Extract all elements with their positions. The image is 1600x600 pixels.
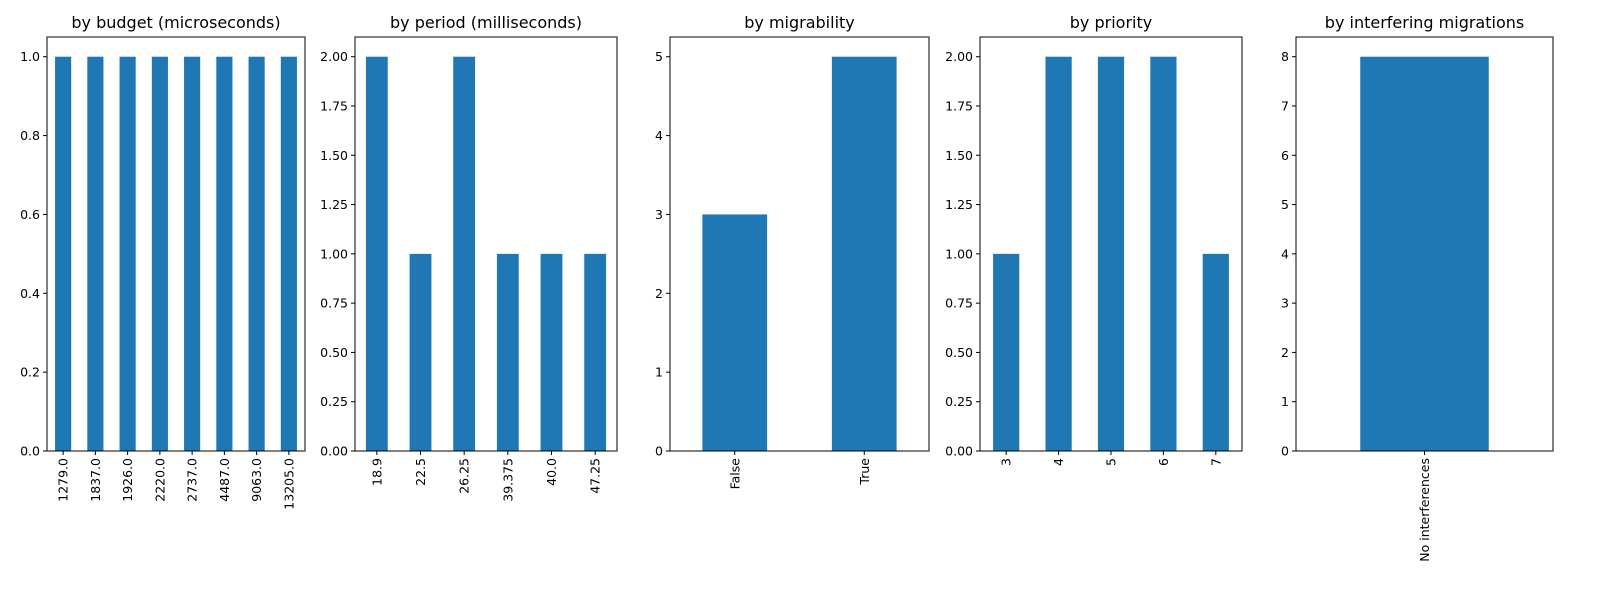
y-tick-label: 2.00 <box>945 49 973 64</box>
y-tick-label: 3 <box>655 207 663 222</box>
y-tick-label: 1.25 <box>945 197 973 212</box>
y-tick-label: 1.00 <box>945 246 973 261</box>
bar <box>1097 56 1125 451</box>
bar <box>365 56 388 451</box>
bar <box>248 56 265 451</box>
y-tick-label: 0.25 <box>320 394 348 409</box>
y-tick-label: 0.25 <box>945 394 973 409</box>
y-tick-label: 4 <box>655 128 663 143</box>
subplot-title: by interfering migrations <box>1325 13 1524 32</box>
bar <box>1045 56 1072 451</box>
y-tick-label: 0 <box>1281 444 1289 459</box>
bar <box>496 253 519 451</box>
y-tick-label: 0.0 <box>20 444 40 459</box>
subplot-title: by period (milliseconds) <box>390 13 582 32</box>
subplot-2: by period (milliseconds) 0.00 0.25 0.50 0.75… <box>320 13 618 502</box>
y-tick-label: 1.50 <box>320 148 348 163</box>
y-tick-label: 1.00 <box>320 246 348 261</box>
x-tick-label: 3 <box>999 458 1014 466</box>
subplot-4: by priority 0.00 0.25 0.50 0.75 1.00 1.25 1.50 1… <box>945 13 1243 466</box>
y-tick-label: 2 <box>655 286 663 301</box>
y-tick-label: 0.8 <box>20 128 40 143</box>
x-tick-label: 13205.0 <box>281 458 296 510</box>
bar <box>151 56 168 451</box>
y-tick-label: 0.4 <box>20 286 40 301</box>
axes-frame <box>669 36 930 452</box>
x-tick-label: False <box>727 458 742 490</box>
x-tick-label: 4 <box>1051 458 1066 466</box>
y-tick-label: 0.50 <box>320 345 348 360</box>
y-tick-label: 1.75 <box>945 99 973 114</box>
bar <box>184 56 201 451</box>
bar <box>584 253 607 451</box>
y-tick-label: 0.75 <box>945 296 973 311</box>
x-tick-label: 2737.0 <box>185 458 200 502</box>
bar <box>55 56 72 451</box>
x-tick-label: 22.5 <box>413 458 428 486</box>
bar <box>993 253 1020 451</box>
y-tick-label: 0.2 <box>20 365 40 380</box>
y-tick-label: 0 <box>655 444 663 459</box>
x-tick-label: 1926.0 <box>120 458 135 502</box>
y-tick-label: 1.25 <box>320 197 348 212</box>
x-tick-label: 2220.0 <box>152 458 167 502</box>
x-tick-label: 39.375 <box>500 458 515 502</box>
bar <box>702 214 768 451</box>
subplot-title: by budget (microseconds) <box>71 13 280 32</box>
bar <box>280 56 297 451</box>
bar <box>409 253 432 451</box>
bar <box>540 253 563 451</box>
x-tick-label: 40.0 <box>544 458 559 486</box>
x-tick-label: True <box>857 458 872 486</box>
subplot-title: by priority <box>1070 13 1152 32</box>
x-tick-label: 4487.0 <box>217 458 232 502</box>
x-tick-label: 9063.0 <box>249 458 264 502</box>
x-tick-label: 1837.0 <box>88 458 103 502</box>
bar <box>119 56 136 451</box>
bar <box>1202 253 1229 451</box>
y-tick-label: 5 <box>1281 197 1289 212</box>
x-tick-label: 18.9 <box>369 458 384 486</box>
bar <box>87 56 104 451</box>
x-tick-label: 1279.0 <box>56 458 71 502</box>
y-tick-label: 1.0 <box>20 49 40 64</box>
y-tick-label: 0.6 <box>20 207 40 222</box>
axes-frame <box>46 36 306 452</box>
y-tick-label: 6 <box>1281 148 1289 163</box>
y-tick-label: 7 <box>1281 99 1289 114</box>
subplot-1: by budget (microseconds) 0.0 0.2 0.4 0.6 0.8 1… <box>20 13 306 510</box>
y-tick-label: 2.00 <box>320 49 348 64</box>
y-tick-label: 1 <box>1281 394 1289 409</box>
x-tick-label: 7 <box>1208 458 1223 466</box>
y-tick-label: 3 <box>1281 296 1289 311</box>
x-tick-label: No interferences <box>1417 458 1432 562</box>
subplot-3: by migrability 0 1 2 3 4 5 False True <box>655 13 930 490</box>
bar <box>1360 56 1489 451</box>
y-tick-label: 1.75 <box>320 99 348 114</box>
y-tick-label: 4 <box>1281 246 1289 261</box>
x-tick-label: 6 <box>1156 458 1171 466</box>
y-tick-label: 0.00 <box>945 444 973 459</box>
bar <box>1150 56 1177 451</box>
y-tick-label: 1 <box>655 365 663 380</box>
bar <box>216 56 233 451</box>
y-tick-label: 1.50 <box>945 148 973 163</box>
y-tick-label: 0.75 <box>320 296 348 311</box>
y-tick-label: 0.50 <box>945 345 973 360</box>
y-tick-label: 8 <box>1281 49 1289 64</box>
subplot-title: by migrability <box>744 13 855 32</box>
bar <box>453 56 476 451</box>
subplot-5: by interfering migrations 0 1 2 3 4 5 6 7 8 No int… <box>1281 13 1554 562</box>
y-tick-label: 0.00 <box>320 444 348 459</box>
x-tick-label: 26.25 <box>457 458 472 494</box>
axes-frame <box>354 36 618 452</box>
bar <box>831 56 897 451</box>
y-tick-label: 2 <box>1281 345 1289 360</box>
x-tick-label: 5 <box>1104 458 1119 466</box>
x-tick-label: 47.25 <box>588 458 603 494</box>
y-tick-label: 5 <box>655 49 663 64</box>
